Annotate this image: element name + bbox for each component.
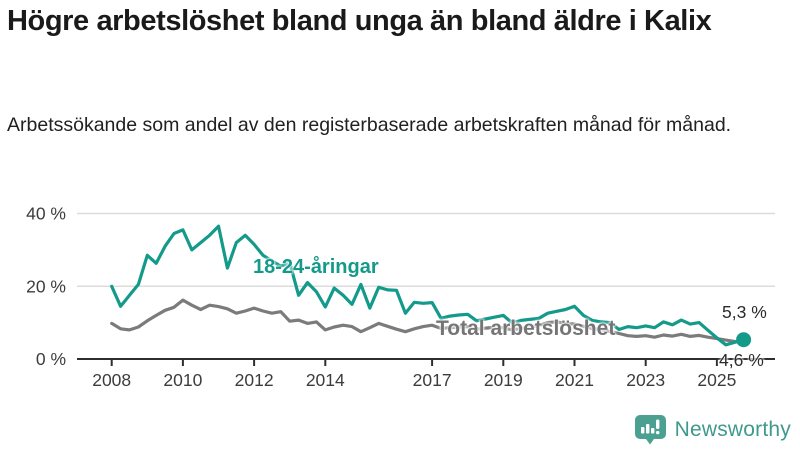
x-axis-tick-label: 2025 — [697, 370, 736, 390]
branding-name: Newsworthy — [674, 417, 791, 441]
newsworthy-logo-icon — [634, 415, 666, 445]
series-end-dot — [736, 332, 752, 348]
y-axis-tick-label: 20 % — [26, 276, 66, 296]
x-axis-tick-label: 2019 — [484, 370, 523, 390]
x-axis-tick-label: 2010 — [163, 370, 202, 390]
end-value-young: 5,3 % — [722, 302, 767, 322]
chart-subtitle: Arbetssökande som andel av den registerb… — [7, 114, 732, 136]
series-label-total: Total arbetslöshet — [436, 317, 616, 340]
series-line — [110, 298, 746, 344]
x-axis-tick-label: 2023 — [626, 370, 665, 390]
x-axis-tick-label: 2008 — [92, 370, 131, 390]
chart-title: Högre arbetslöshet bland unga än bland ä… — [7, 5, 712, 37]
end-value-total: 4,6 % — [719, 350, 764, 370]
series-label-young: 18-24-åringar — [253, 256, 379, 278]
series-line — [110, 224, 746, 347]
x-axis-tick-label: 2021 — [555, 370, 594, 390]
y-axis-tick-label: 40 % — [26, 204, 66, 224]
x-axis-tick-label: 2017 — [413, 370, 452, 390]
x-axis-tick-label: 2014 — [306, 370, 345, 390]
x-axis-tick-label: 2012 — [235, 370, 274, 390]
branding: Newsworthy — [634, 414, 791, 445]
y-axis-tick-label: 0 % — [36, 349, 66, 369]
